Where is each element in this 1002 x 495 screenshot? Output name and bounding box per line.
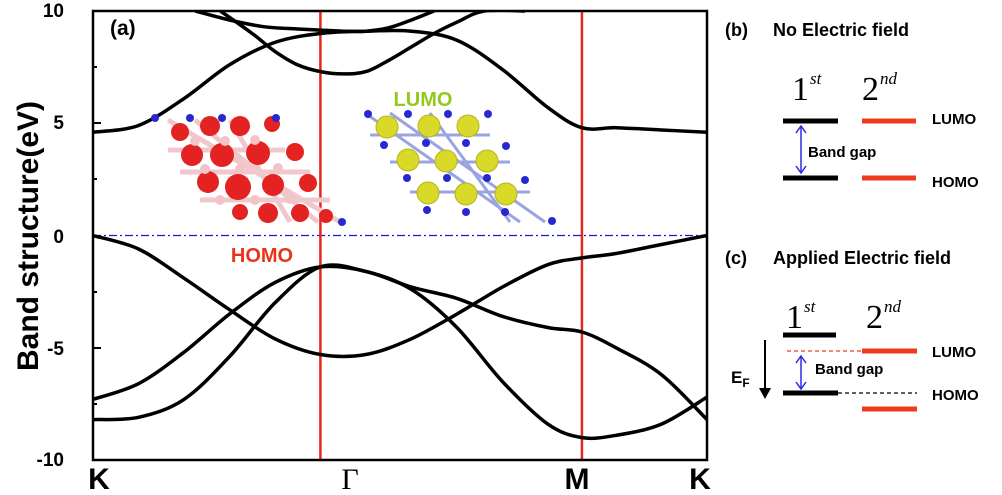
field-subscript: F [742, 376, 749, 390]
panel-c: (c) Applied Electric field 1 st 2 nd Ban… [725, 248, 979, 412]
band-line-4 [93, 28, 707, 134]
first-layer-suffix: st [810, 69, 823, 88]
panel-b: (b) No Electric field 1 st 2 nd Band gap… [725, 20, 979, 191]
y-tick-label: 10 [43, 1, 64, 22]
electric-field-label: EF [731, 368, 750, 390]
band-line-6 [194, 11, 435, 34]
y-tick-label: -10 [37, 450, 64, 471]
band-gap-label: Band gap [808, 144, 876, 161]
x-tick-label-k-end: K [689, 463, 711, 495]
panel-c-title: Applied Electric field [773, 248, 951, 268]
y-axis-label: Band structure(eV) [12, 101, 45, 371]
y-tick-label: -5 [47, 339, 64, 360]
panel-a-label: (a) [110, 17, 136, 40]
band-line-1 [93, 264, 707, 441]
x-tick-label-gamma: Γ [341, 463, 358, 495]
plot-area [93, 11, 707, 460]
first-layer-suffix: st [804, 297, 817, 316]
second-layer-label: 2 [866, 299, 883, 336]
y-tick-label: 0 [53, 227, 64, 248]
panel-b-label: (b) [725, 20, 748, 40]
band-line-5 [219, 11, 526, 76]
second-layer-label: 2 [862, 71, 879, 108]
x-tick-label-k-start: K [88, 463, 110, 495]
band-gap-arrow [795, 354, 807, 391]
homo-label: HOMO [932, 387, 979, 404]
band-line-3 [93, 233, 707, 359]
field-symbol: E [731, 368, 742, 387]
band-line-2 [93, 263, 707, 422]
first-layer-label: 1 [792, 71, 809, 108]
y-tick-marks [93, 66, 101, 405]
homo-structure-image [151, 114, 346, 226]
second-layer-suffix: nd [884, 297, 902, 316]
lumo-structure-image [364, 110, 556, 225]
first-layer-label: 1 [786, 299, 803, 336]
x-tick-label-m: M [565, 463, 590, 495]
lumo-label: LUMO [932, 344, 976, 361]
panel-c-label: (c) [725, 248, 747, 268]
y-tick-label: 5 [53, 113, 64, 134]
homo-annotation: HOMO [231, 245, 293, 267]
electric-field-arrow [759, 340, 771, 399]
second-layer-suffix: nd [880, 69, 898, 88]
homo-label: HOMO [932, 174, 979, 191]
panel-a: Band structure(eV) 10 5 0 -5 -10 K Γ M K… [12, 1, 711, 495]
band-gap-label: Band gap [815, 361, 883, 378]
panel-b-title: No Electric field [773, 20, 909, 40]
lumo-label: LUMO [932, 111, 976, 128]
band-gap-arrow [795, 124, 807, 175]
lumo-annotation: LUMO [394, 89, 453, 111]
